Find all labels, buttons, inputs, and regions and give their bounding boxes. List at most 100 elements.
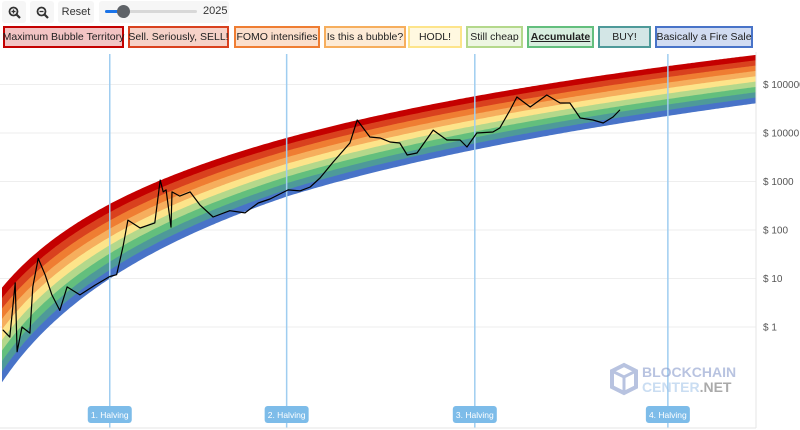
price-point [466,146,468,148]
price-point [619,109,621,111]
price-point [2,329,4,331]
zoom-out-icon [36,6,49,19]
price-point [492,131,494,133]
price-point [406,154,408,156]
price-point [309,186,311,188]
price-point [399,142,401,144]
price-point [159,179,161,181]
price-point [165,189,167,191]
legend-button-1[interactable]: Sell. Seriously, SELL! [128,26,229,48]
reset-button[interactable]: Reset [58,1,94,23]
price-point [94,284,96,286]
halving-label-box [645,406,690,423]
price-point [446,139,448,141]
price-line [2,94,621,353]
y-tick-label: $ 10 [763,274,783,285]
price-point [592,119,594,121]
slider-value: 2025 [203,5,228,17]
legend-button-6[interactable]: Accumulate [527,26,594,48]
zoom-in-button[interactable] [2,1,26,23]
price-point [122,246,124,248]
halving-label-box [87,406,132,423]
price-point [44,274,46,276]
legend-button-4[interactable]: HODL! [408,26,462,48]
price-point [287,189,289,191]
price-point [349,142,351,144]
price-point [170,226,172,228]
price-point [369,136,371,138]
price-point [9,336,11,338]
price-point [32,286,34,288]
y-tick-label: $ 10000 [763,129,800,140]
price-point [476,132,478,134]
price-point [299,190,301,192]
price-point [516,96,518,98]
halving-label: 1. Halving [91,410,129,420]
blockchain-cube-icon [610,362,638,396]
price-point [499,127,501,129]
watermark-logo: BLOCKCHAIN CENTER.NET [610,362,736,396]
legend-button-2[interactable]: FOMO intensifies [234,26,320,48]
halving-label: 4. Halving [649,410,687,420]
halving-label: 2. Halving [268,410,306,420]
price-point [319,177,321,179]
price-point [179,195,181,197]
price-point [116,274,118,276]
legend-button-7[interactable]: BUY! [598,26,651,48]
price-point [602,122,604,124]
zoom-out-button[interactable] [30,1,54,23]
price-point [14,282,16,284]
slider-track[interactable] [105,5,197,18]
price-point [579,117,581,119]
price-point [16,351,18,353]
halving-label: 3. Halving [456,410,494,420]
price-point [189,191,191,193]
price-point [612,116,614,118]
price-point [109,276,111,277]
watermark-line2: CENTER.NET [642,379,732,395]
halving-label-box [264,406,309,423]
price-point [509,109,511,111]
price-point [51,294,53,296]
price-point [356,119,358,121]
price-point [59,309,61,311]
price-point [459,139,461,141]
year-slider[interactable]: 2025 [99,1,229,23]
legend-button-5[interactable]: Still cheap [466,26,523,48]
legend-button-0[interactable]: Maximum Bubble Territory [3,26,124,48]
y-tick-label: $ 100000 [763,80,800,91]
price-point [199,204,201,206]
price-point [559,102,561,104]
price-point [257,202,259,204]
price-point [529,106,531,108]
zoom-in-icon [8,6,21,19]
price-point [379,137,381,139]
price-point [244,212,246,214]
watermark-line1: BLOCKCHAIN [642,364,736,380]
price-point [29,332,31,334]
price-point [171,191,173,193]
halving-label-box [452,406,497,423]
y-tick-label: $ 1000 [763,177,794,188]
price-point [229,210,231,212]
price-point [127,219,129,221]
price-point [212,216,214,218]
price-point [416,152,418,154]
price-point [66,286,68,288]
y-tick-label: $ 1 [763,323,777,334]
price-point [37,257,39,259]
slider-thumb[interactable] [117,5,131,18]
price-point [162,191,164,193]
price-point [154,222,156,224]
price-point [569,102,571,104]
price-point [21,326,23,328]
price-point [332,161,334,163]
price-point [139,227,141,229]
price-point [389,141,391,143]
price-point [432,129,434,131]
price-point [546,94,548,96]
legend-button-8[interactable]: Basically a Fire Sale [655,26,753,48]
y-tick-label: $ 100 [763,226,788,237]
legend-button-3[interactable]: Is this a bubble? [324,26,406,48]
